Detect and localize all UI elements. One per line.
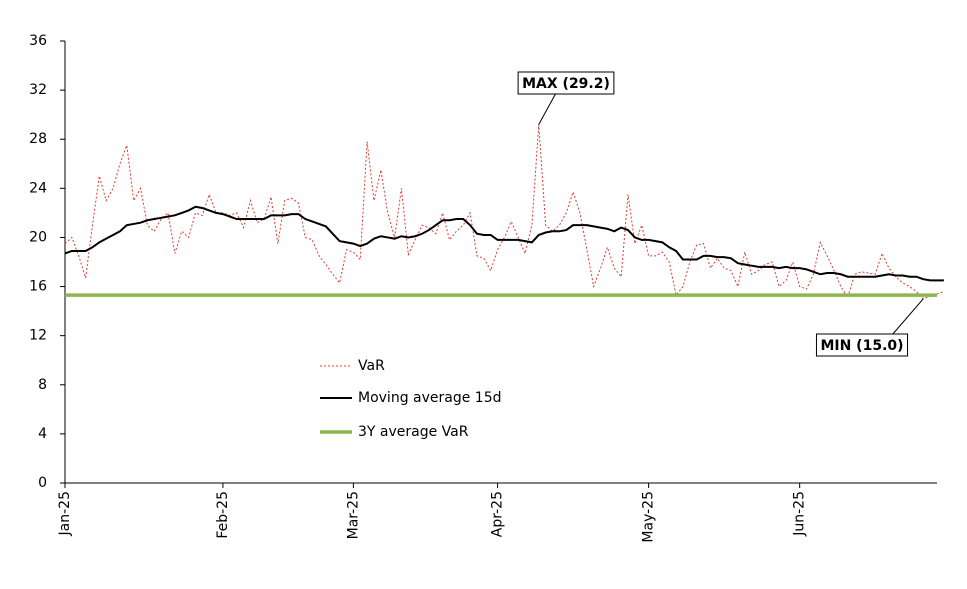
series-line [64, 205, 944, 282]
annotation-pointer [891, 298, 924, 336]
annotation-pointer [538, 92, 557, 125]
x-tick-label: Jan-25 [57, 491, 73, 536]
y-tick-label: 20 [29, 229, 47, 245]
y-tick-label: 8 [38, 377, 47, 393]
annotation-box [517, 71, 615, 95]
y-tick-label: 36 [29, 33, 47, 49]
x-tick-label: Apr-25 [490, 491, 506, 537]
x-tick-label: Jun-25 [792, 491, 808, 537]
y-tick-label: 32 [29, 82, 47, 98]
legend-label: 3Y average VaR [358, 424, 469, 440]
series-line [64, 124, 945, 300]
x-tick-label: May-25 [641, 491, 657, 543]
legend-label: Moving average 15d [358, 390, 502, 406]
annotation-box [815, 333, 909, 357]
y-tick-label: 28 [29, 131, 47, 147]
y-tick-label: 12 [29, 328, 47, 344]
x-tick-label: Feb-25 [215, 491, 231, 539]
annotation-label: MIN (15.0) [820, 338, 903, 354]
x-tick-label: Mar-25 [345, 491, 361, 539]
y-tick-label: 4 [38, 426, 47, 442]
legend-label: VaR [358, 358, 385, 374]
annotation-label: MAX (29.2) [522, 76, 610, 92]
y-tick-label: 0 [38, 475, 47, 491]
y-tick-label: 16 [29, 279, 47, 295]
y-tick-label: 24 [29, 180, 47, 196]
